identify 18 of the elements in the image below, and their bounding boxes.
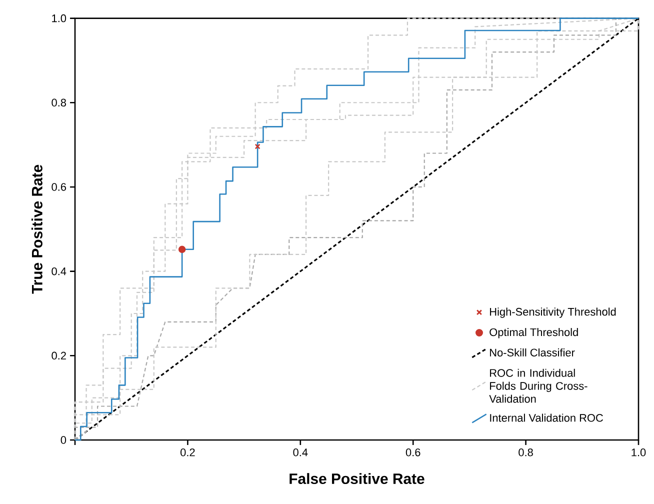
x-axis-title: False Positive Rate: [290, 473, 424, 484]
y-tick-label: 0.2: [52, 352, 66, 360]
x-tick-label: 0.8: [518, 448, 533, 456]
legend-label: Optimal Threshold: [490, 328, 578, 338]
y-tick-label: 0.6: [52, 183, 66, 191]
legend-label: No-Skill Classifier: [490, 348, 575, 356]
x-tick-label: 0.6: [406, 448, 420, 456]
legend-label: High-Sensitivity Threshold: [490, 308, 616, 318]
y-tick-label: 0: [60, 436, 66, 444]
legend-label: Internal Validation ROC: [490, 414, 604, 422]
legend-label: ROC in Individual Folds During Cross-Validation: [489, 368, 588, 403]
x-tick-label: 0.4: [293, 448, 308, 456]
y-tick-label: 0.4: [52, 267, 66, 276]
y-tick-label: 1.0: [52, 14, 66, 22]
x-tick-label: 0.2: [180, 448, 195, 456]
y-tick-label: 0.8: [52, 98, 66, 107]
y-axis-title: True Positive Rate: [31, 164, 42, 294]
x-tick-label: 1.0: [632, 448, 646, 456]
